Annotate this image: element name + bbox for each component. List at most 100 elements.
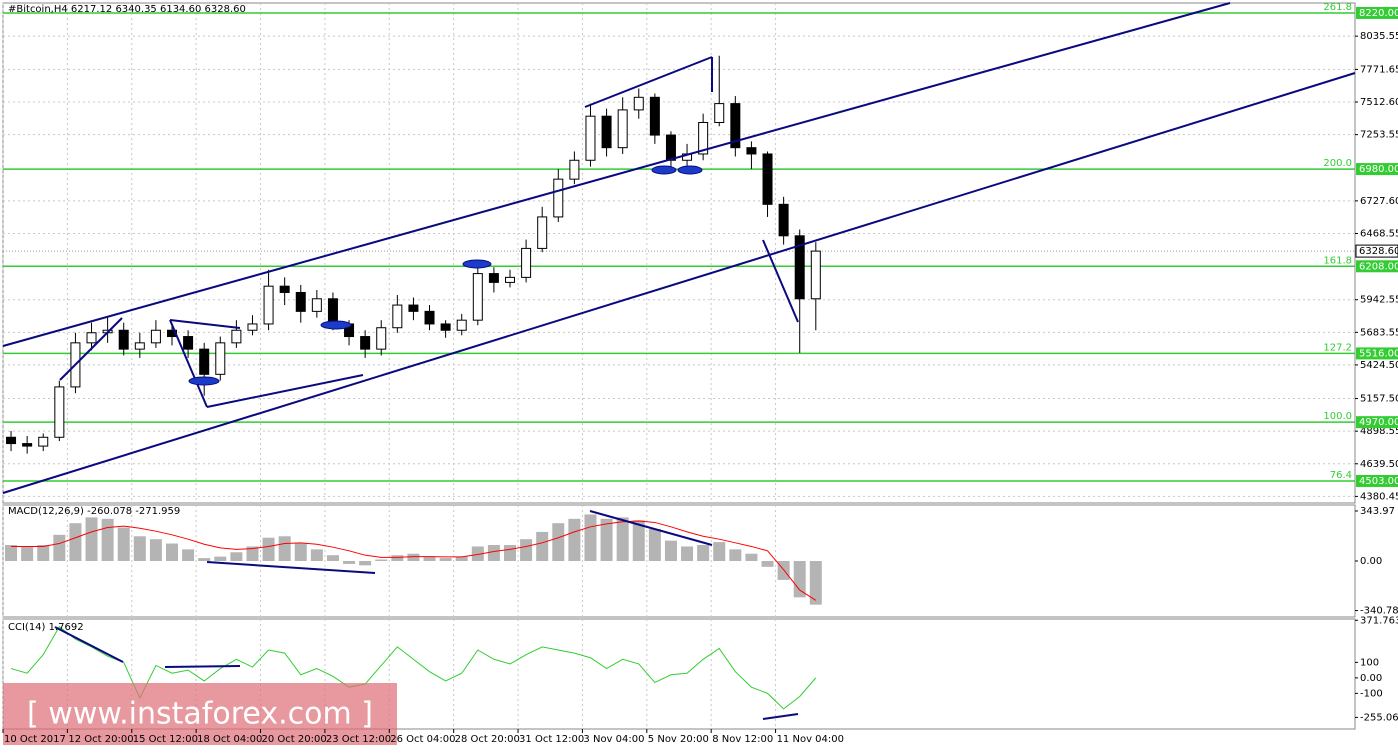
level-ratio: 261.8 [1323,2,1352,13]
macd-bar [262,537,275,561]
macd-bar [391,555,404,561]
candle-body [199,348,210,375]
level-price-box [1356,6,1398,19]
trend-line [206,561,376,574]
y-tick-label: 371.7637 [1360,615,1398,626]
macd-bar [616,517,629,561]
candle-body [649,96,660,136]
macd-bar [536,531,549,561]
level-price-box [1356,163,1398,176]
macd-bar [310,549,323,561]
last-price-box [1355,244,1398,258]
macd-bar [809,561,822,605]
level-price-box [1356,347,1398,360]
candle-body [505,276,515,283]
macd-bar [375,559,388,561]
x-tick-label: 5 Nov 20:00 [648,734,709,745]
candle-body [150,329,161,344]
macd-bar [326,555,339,561]
trend-line [169,319,241,329]
candle-body [521,247,532,278]
macd-bar [214,556,227,561]
y-tick-label: 5942.55 [1360,295,1398,306]
y-tick-label: -100 [1360,688,1383,699]
level-ratio: 100.0 [1323,411,1352,422]
candle-body [537,216,548,249]
trend-line [164,665,241,668]
y-tick-label: 0.00 [1360,673,1382,684]
x-tick-label: 31 Oct 12:00 [519,734,584,745]
marker [462,259,492,269]
level-price-box [1356,260,1398,273]
macd-bar [455,556,468,561]
macd-bar [520,539,533,561]
y-tick-label: -255.0655 [1360,712,1398,723]
candle-body [585,115,596,161]
candle-body [295,291,306,312]
level-price: 6980.00 [1359,164,1398,175]
macd-bar [343,561,356,564]
macd-bar [198,558,211,561]
candle-body [472,273,483,321]
candle-body [762,153,773,205]
y-tick-label: 5424.50 [1360,360,1398,371]
candle-body [714,103,725,123]
candle-body [54,386,65,438]
levels: 261.8 200.0 161.8 127.2 100.0 76.4 [3,2,1355,482]
candle-body [22,443,33,447]
last-price: 6328.60 [1359,246,1398,257]
x-tick-label: 10 Oct 2017 [4,734,66,745]
candle-body [231,329,242,344]
level-price: 4503.00 [1359,476,1398,487]
macd-bar [471,546,484,561]
y-tick-label: 6468.55 [1360,228,1398,239]
x-tick-label: 20 Oct 20:00 [262,734,327,745]
macd-bar [713,542,726,561]
macd-bar [21,546,34,561]
macd-title: MACD(12,26,9) -260.078 -271.959 [8,506,180,517]
candle-body [424,310,435,325]
macd-bar [697,545,710,561]
candle-body [183,336,194,350]
macd-bar [423,556,436,561]
cci-title: CCI(14) 1.7692 [8,622,84,633]
macd-bar [69,523,82,561]
y-tick-label: 7512.60 [1360,97,1398,108]
level-price: 4970.00 [1359,417,1398,428]
macd-bar [117,527,130,561]
trend-line [762,713,799,720]
trend-line [54,626,124,663]
marker [320,320,352,330]
candle-body [617,109,628,149]
trend-line [169,319,208,408]
marker [677,165,703,175]
macd-bar [101,518,114,561]
macd-bar [246,546,259,561]
candle-body [746,147,757,155]
macd-bar [166,543,178,561]
candle-body [730,103,741,149]
channel-line [2,72,1356,494]
candle-body [456,319,467,331]
y-tick-label: 0.00 [1360,556,1382,567]
x-tick-label: 11 Nov 04:00 [777,734,844,745]
macd-bar [230,552,243,561]
level-price: 6208.00 [1359,261,1398,272]
macd-bar [568,518,581,561]
candle-body [569,159,580,180]
watermark-box [3,683,397,745]
candle-body [553,178,564,218]
candle-body [376,327,387,350]
macd-bar [729,549,742,561]
macd-bar [761,561,774,567]
candle-body [279,285,290,293]
candle-body [360,336,371,350]
macd-bar [53,534,66,561]
y-tick-label: -340.786 [1360,606,1398,617]
x-tick-label: 26 Oct 04:00 [390,734,455,745]
candle-body [665,134,676,161]
y-tick-label: 100 [1360,657,1379,668]
y-tick-label: 8035.55 [1360,31,1398,42]
macd-bar [584,514,597,561]
drawings [2,2,1356,720]
